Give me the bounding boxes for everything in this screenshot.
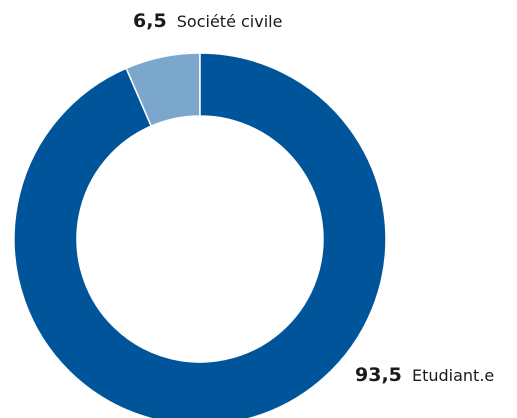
label-societe-civile: 6,5 Société civile: [133, 10, 282, 32]
slice-value-etudiant: 93,5: [355, 364, 402, 386]
slice-value-societe-civile: 6,5: [133, 10, 167, 32]
label-etudiant: 93,5 Etudiant.e: [355, 364, 494, 386]
slice-1: [13, 52, 387, 418]
slice-name-etudiant: Etudiant.e: [412, 366, 494, 385]
slice-name-societe-civile: Société civile: [177, 12, 283, 31]
donut-slices: [13, 52, 387, 418]
